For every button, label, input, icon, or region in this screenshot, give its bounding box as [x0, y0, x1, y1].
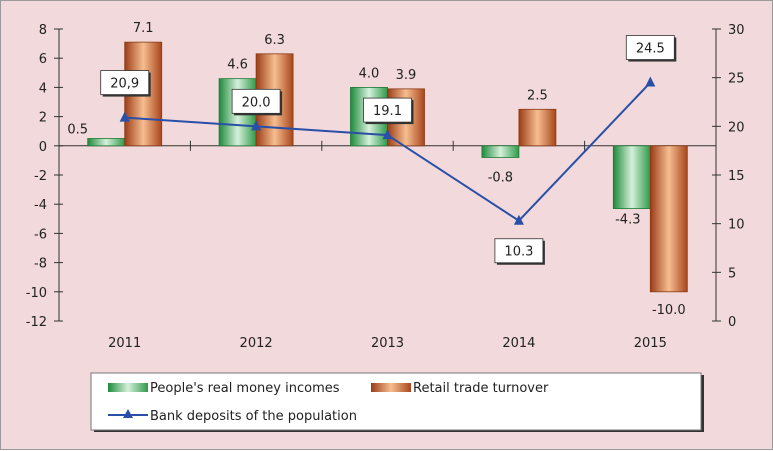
- bar-data-label: 3.9: [396, 68, 417, 83]
- line-data-label: 19.1: [373, 104, 402, 119]
- x-tick-label: 2015: [634, 336, 667, 351]
- x-tick-label: 2011: [108, 336, 141, 351]
- bar-income: [87, 138, 126, 147]
- legend-label-retail: Retail trade turnover: [413, 381, 549, 396]
- bar-data-label: -4.3: [615, 213, 640, 228]
- right-tick-label: 25: [728, 72, 745, 87]
- bar-data-label: 4.6: [227, 58, 248, 73]
- line-label-box: [231, 88, 281, 114]
- bar-data-label: -0.8: [488, 170, 513, 185]
- right-tick-label: 30: [728, 23, 745, 38]
- left-tick-label: -6: [34, 227, 47, 242]
- triangle-marker: [382, 129, 393, 140]
- line-data-label: 20.0: [242, 95, 271, 110]
- right-tick-label: 0: [728, 315, 736, 330]
- left-tick-label: 8: [39, 23, 47, 38]
- left-tick-label: -4: [34, 198, 47, 213]
- left-tick-label: -10: [26, 286, 47, 301]
- left-tick-label: 6: [39, 52, 47, 67]
- left-tick-label: 0: [39, 140, 47, 155]
- triangle-marker: [251, 120, 262, 131]
- bar-income: [612, 145, 651, 209]
- right-tick-label: 5: [728, 266, 736, 281]
- right-tick-label: 20: [728, 120, 745, 135]
- triangle-marker: [119, 111, 130, 122]
- right-tick-label: 15: [728, 169, 745, 184]
- bar-data-label: 7.1: [133, 21, 154, 36]
- triangle-marker: [513, 214, 524, 225]
- left-tick-label: 4: [39, 81, 47, 96]
- right-tick-label: 10: [728, 218, 745, 233]
- line-data-label: 24.5: [636, 42, 665, 57]
- left-tick-label: 2: [39, 111, 47, 126]
- x-tick-label: 2012: [240, 336, 273, 351]
- bar-retail: [649, 145, 688, 293]
- bar-data-label: -10.0: [652, 303, 686, 318]
- legend-swatch-retail: [371, 383, 411, 392]
- line-data-label: 20,9: [110, 77, 139, 92]
- x-tick-label: 2013: [371, 336, 404, 351]
- line-label-box: [363, 97, 412, 123]
- line-label-box: [625, 35, 675, 60]
- legend-swatch-income: [108, 383, 148, 392]
- left-tick-label: -8: [34, 257, 47, 272]
- x-tick-label: 2014: [502, 336, 535, 351]
- left-tick-label: -12: [26, 315, 47, 330]
- left-tick-label: -2: [34, 169, 47, 184]
- legend-triangle-icon: [123, 409, 133, 418]
- bar-data-label: 0.5: [67, 123, 88, 138]
- bar-data-label: 4.0: [359, 66, 380, 81]
- legend: [90, 372, 702, 431]
- line-label-box: [100, 70, 150, 95]
- legend-label-deposits: Bank deposits of the population: [150, 409, 357, 424]
- line-data-label: 10.3: [504, 245, 533, 260]
- line-label-box: [494, 238, 544, 264]
- triangle-marker: [645, 76, 656, 87]
- legend-label-income: People's real money incomes: [150, 381, 340, 396]
- bar-data-label: 6.3: [264, 33, 285, 48]
- bar-income: [481, 145, 520, 158]
- bar-data-label: 2.5: [527, 88, 548, 103]
- bar-retail: [518, 108, 557, 147]
